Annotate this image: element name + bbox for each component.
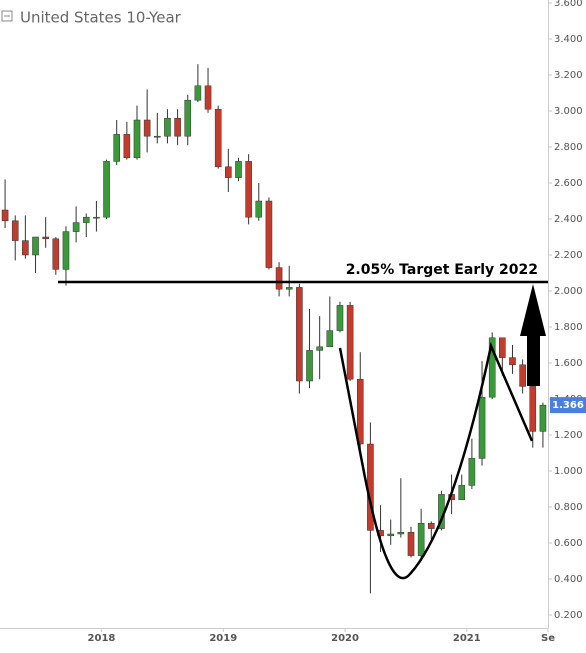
y-tick-label: 0.400 [554, 574, 583, 585]
y-tick-label: 1.800 [554, 322, 583, 333]
candle-body [1, 209, 9, 222]
y-tick-label: 0.800 [554, 502, 583, 513]
y-tick-label: 3.000 [554, 106, 583, 117]
candle-body [417, 522, 425, 556]
candle-body [326, 330, 334, 348]
y-tick-label: 0.600 [554, 538, 583, 549]
candle-body [184, 99, 192, 137]
last-price-label: 1.366 [552, 400, 584, 411]
candle-body [11, 220, 19, 241]
target-annotation: 2.05% Target Early 2022 [346, 262, 538, 278]
candle-body [519, 364, 526, 387]
candle-body [82, 216, 90, 223]
collapse-icon[interactable] [1, 10, 13, 22]
x-tick-label: 2019 [209, 633, 237, 644]
cup-and-handle-drawing [338, 341, 534, 580]
candle-body [306, 350, 313, 382]
candle-body [143, 119, 151, 137]
candle-body [285, 287, 293, 290]
candle-body [255, 200, 263, 218]
candle-body [93, 216, 100, 219]
candle-body [52, 238, 60, 270]
x-tick-label: Se [541, 633, 555, 644]
candle-body [235, 161, 242, 178]
candles [1, 64, 547, 594]
candle-body [42, 236, 49, 240]
candle-body [509, 357, 516, 366]
candle-body [499, 337, 506, 358]
candle-body [468, 458, 476, 486]
candle-body [336, 305, 344, 331]
y-tick-label: 2.800 [554, 142, 583, 153]
candle-body [458, 485, 466, 501]
y-tick-label: 2.200 [554, 250, 583, 261]
y-tick-label: 2.600 [554, 178, 583, 189]
y-tick-label: 1.600 [554, 358, 583, 369]
y-tick-label: 3.400 [554, 34, 583, 45]
candle-body [22, 240, 29, 256]
chart-title: United States 10-Year [20, 9, 182, 27]
candle-body [428, 522, 435, 529]
candle-body [529, 386, 537, 432]
candle-body [407, 531, 415, 556]
candle-body [346, 305, 354, 380]
candle-body [123, 134, 131, 159]
candle-body [32, 236, 39, 256]
candle-body [539, 404, 547, 432]
y-tick-label: 3.600 [554, 0, 583, 9]
candle-body [296, 287, 303, 382]
candle-body [113, 134, 120, 162]
candle-body [133, 119, 141, 159]
y-tick-label: 0.200 [554, 610, 583, 621]
candle-body [245, 161, 252, 218]
candle-body [154, 135, 161, 138]
candle-body [164, 117, 171, 137]
candle-body [72, 222, 80, 232]
candle-body [265, 200, 273, 268]
candle-body [225, 166, 232, 178]
arrow-head [520, 284, 546, 336]
candle-body [62, 231, 70, 270]
y-tick-label: 2.000 [554, 286, 583, 297]
x-tick-label: 2018 [88, 633, 116, 644]
y-tick-label: 1.000 [554, 466, 583, 477]
candle-body [204, 85, 212, 110]
y-tick-label: 1.200 [554, 430, 583, 441]
candle-body [356, 378, 364, 445]
last-price-tag [550, 397, 586, 414]
candle-body [478, 396, 486, 459]
candle-body [194, 85, 202, 101]
candle-body [214, 108, 222, 168]
x-tick-label: 2020 [331, 633, 359, 644]
x-tick-label: 2021 [453, 633, 481, 644]
candle-body [316, 346, 323, 351]
y-tick-label: 3.200 [554, 70, 583, 81]
up-arrow [520, 284, 546, 386]
candle-body [488, 337, 496, 398]
candle-body [275, 267, 283, 290]
candle-body [174, 117, 181, 137]
candle-body [397, 531, 405, 535]
candle-body [387, 533, 394, 537]
candle-body [103, 161, 110, 218]
arrow-shaft [527, 334, 540, 386]
y-tick-label: 2.400 [554, 214, 583, 225]
